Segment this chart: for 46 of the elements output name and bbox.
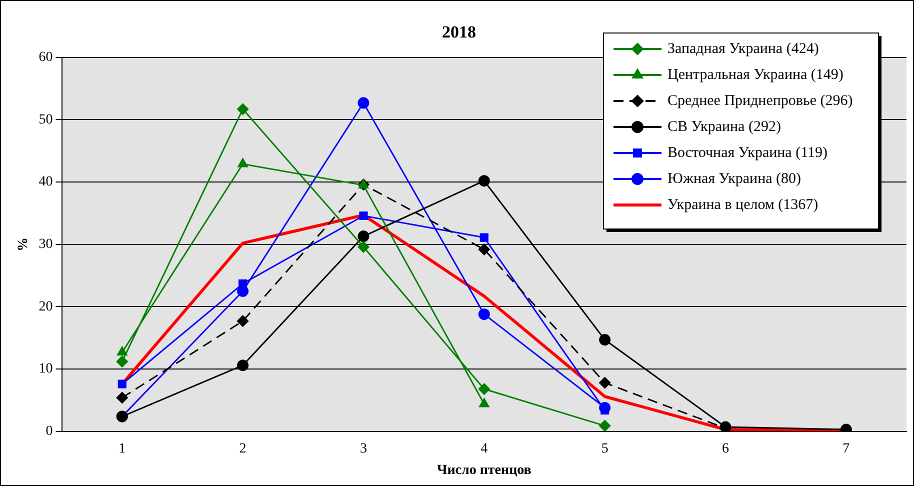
point bbox=[478, 383, 490, 395]
x-tick-label: 3 bbox=[360, 441, 367, 456]
point bbox=[118, 380, 126, 388]
y-tick-label: 50 bbox=[38, 112, 53, 128]
chart-title: 2018 bbox=[442, 22, 476, 42]
point bbox=[359, 211, 368, 220]
point bbox=[478, 175, 490, 187]
legend-label: Восточная Украина (119) bbox=[668, 144, 828, 161]
point bbox=[116, 392, 128, 404]
x-tick-label: 6 bbox=[722, 441, 729, 456]
point bbox=[599, 420, 611, 432]
point bbox=[478, 244, 490, 256]
legend-label: Центральная Украина (149) bbox=[668, 66, 844, 83]
legend-label: Украина в целом (1367) bbox=[668, 196, 818, 213]
point bbox=[358, 230, 370, 242]
legend-label: Южная Украина (80) bbox=[668, 170, 802, 187]
point bbox=[237, 360, 249, 372]
point bbox=[237, 315, 249, 327]
x-tick-label: 7 bbox=[842, 441, 850, 456]
point bbox=[117, 346, 128, 356]
y-tick-label: 20 bbox=[38, 299, 53, 314]
point bbox=[358, 97, 370, 109]
point bbox=[599, 377, 611, 389]
point bbox=[116, 356, 128, 368]
point bbox=[237, 103, 249, 115]
y-tick-label: 60 bbox=[38, 50, 53, 66]
x-axis-title: Число птенцов bbox=[436, 463, 532, 478]
x-tick-label: 5 bbox=[601, 441, 608, 456]
point bbox=[358, 241, 370, 253]
point bbox=[238, 279, 248, 288]
point bbox=[599, 334, 611, 346]
legend-label: СВ Украина (292) bbox=[668, 118, 781, 135]
y-tick-label: 40 bbox=[38, 174, 53, 190]
y-tick-label: 0 bbox=[46, 424, 53, 440]
y-tick-label: 10 bbox=[38, 362, 53, 377]
y-tick-label: 30 bbox=[38, 237, 53, 252]
point bbox=[480, 233, 488, 242]
x-tick-label: 4 bbox=[480, 441, 488, 456]
legend-label: Среднее Приднепровье (296) bbox=[668, 92, 853, 109]
point bbox=[479, 398, 490, 408]
point bbox=[478, 308, 490, 320]
x-tick-label: 2 bbox=[239, 441, 246, 456]
y-axis-title: % bbox=[16, 237, 32, 252]
legend-label: Западная Украина (424) bbox=[668, 40, 819, 57]
point bbox=[238, 158, 248, 168]
x-tick-label: 1 bbox=[118, 441, 126, 456]
